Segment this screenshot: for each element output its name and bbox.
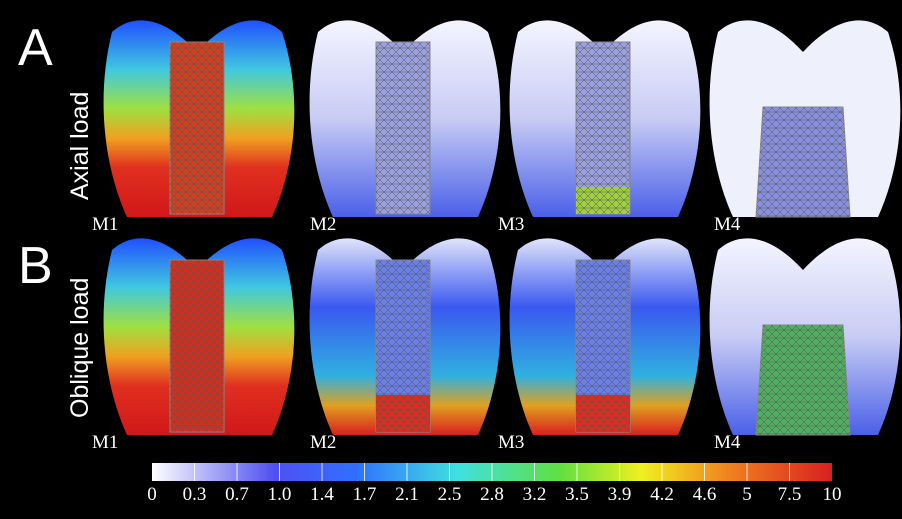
model-label: M4 — [714, 432, 741, 453]
row-letter: A — [18, 19, 53, 77]
colorbar-tick: 0 — [147, 484, 157, 505]
colorbar-tick: 3.5 — [565, 484, 589, 505]
model-label: M1 — [92, 214, 118, 235]
figure: A Axial load M1 M2 M3 M4 B Oblique load M1 M2 M3 M4… — [0, 0, 902, 519]
model-label: M3 — [498, 432, 524, 453]
model-label: M1 — [92, 432, 118, 453]
tooth-panel — [710, 20, 901, 217]
colorbar-tick: 1.4 — [310, 484, 334, 505]
model-label: M3 — [498, 214, 524, 235]
model-label: M2 — [310, 214, 336, 235]
tooth-panel — [510, 238, 701, 435]
model-label: M2 — [310, 432, 336, 453]
colorbar-tick: 3.9 — [608, 484, 632, 505]
tooth-panel — [104, 238, 295, 435]
colorbar-tick: 10 — [823, 484, 842, 505]
colorbar-tick: 3.2 — [523, 484, 547, 505]
row-letter: B — [18, 237, 53, 295]
colorbar-tick: 0.3 — [183, 484, 207, 505]
colorbar-tick: 5 — [742, 484, 752, 505]
tooth-panel — [104, 20, 295, 217]
tooth-panel — [310, 238, 501, 435]
colorbar-tick: 2.1 — [395, 484, 419, 505]
tooth-panel — [310, 20, 501, 217]
colorbar-tick: 2.8 — [480, 484, 504, 505]
row-label: Oblique load — [66, 278, 94, 418]
tooth-panel — [710, 238, 901, 435]
tooth-panel — [510, 20, 701, 217]
colorbar-tick: 0.7 — [225, 484, 249, 505]
colorbar-tick: 2.5 — [438, 484, 462, 505]
colorbar-tick: 4.6 — [693, 484, 717, 505]
colorbar-tick: 1.0 — [268, 484, 292, 505]
colorbar-tick: 7.5 — [778, 484, 802, 505]
row-label: Axial load — [66, 92, 94, 200]
model-label: M4 — [714, 214, 741, 235]
colorbar-tick: 1.7 — [353, 484, 377, 505]
colorbar-tick: 4.2 — [650, 484, 674, 505]
